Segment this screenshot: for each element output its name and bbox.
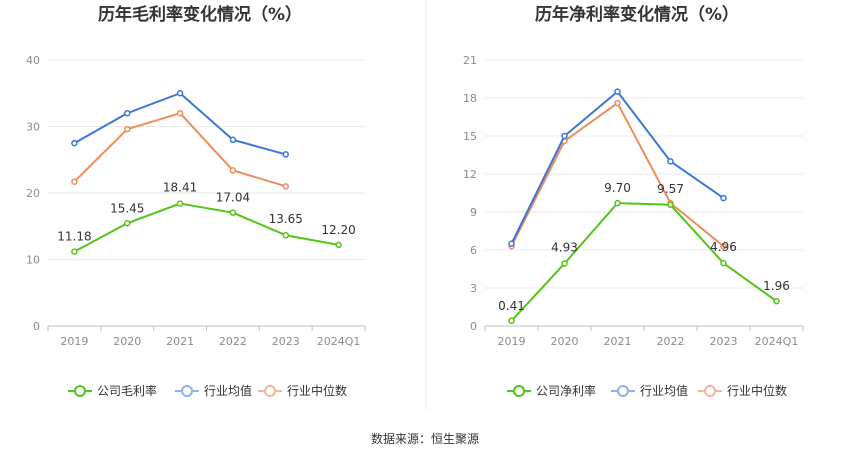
x-tick-label: 2020 bbox=[551, 335, 579, 348]
y-tick-label: 12 bbox=[463, 168, 477, 181]
data-point bbox=[282, 151, 289, 158]
data-point bbox=[720, 259, 727, 267]
x-tick-label: 2021 bbox=[166, 335, 194, 348]
y-tick-label: 0 bbox=[470, 320, 477, 333]
data-point bbox=[335, 241, 342, 249]
x-tick-label: 2021 bbox=[604, 335, 632, 348]
data-label: 4.96 bbox=[710, 240, 737, 254]
legend-swatch-marker bbox=[264, 385, 276, 397]
data-label: 15.45 bbox=[110, 201, 144, 215]
data-source-note: 数据来源：恒生聚源 bbox=[371, 431, 479, 446]
y-tick-label: 40 bbox=[26, 54, 40, 67]
data-point bbox=[71, 178, 78, 185]
y-tick-label: 18 bbox=[463, 92, 477, 105]
x-tick-label: 2022 bbox=[219, 335, 247, 348]
data-point bbox=[773, 297, 780, 305]
data-label: 11.18 bbox=[57, 230, 91, 244]
x-tick-label: 2024Q1 bbox=[317, 335, 361, 348]
data-point bbox=[176, 109, 184, 117]
data-point bbox=[614, 199, 621, 207]
data-point bbox=[71, 248, 78, 255]
y-tick-label: 3 bbox=[470, 282, 477, 295]
gross-margin-chart: 历年毛利率变化情况（%） 0 10 20 30 40 2019 2020 2021 2022 20… bbox=[26, 4, 366, 398]
legend-swatch-marker bbox=[74, 385, 86, 397]
x-tick-label: 2022 bbox=[657, 335, 685, 348]
data-point bbox=[229, 136, 237, 144]
data-point bbox=[124, 220, 131, 227]
data-point bbox=[614, 99, 621, 107]
data-point bbox=[124, 125, 131, 133]
y-tick-label: 15 bbox=[463, 130, 477, 143]
data-point bbox=[229, 209, 237, 216]
legend-swatch-marker bbox=[513, 385, 525, 397]
data-label: 12.20 bbox=[321, 223, 355, 237]
data-point bbox=[176, 90, 184, 97]
y-tick-label: 10 bbox=[26, 254, 40, 267]
legend-swatch-marker bbox=[181, 385, 193, 397]
data-point bbox=[124, 109, 131, 117]
x-tick-label: 2024Q1 bbox=[755, 335, 799, 348]
data-point bbox=[614, 88, 621, 95]
legend-label: 行业均值 bbox=[204, 383, 252, 398]
data-point bbox=[282, 231, 289, 239]
chart-title: 历年毛利率变化情况（%） bbox=[98, 4, 302, 25]
data-point bbox=[508, 317, 515, 325]
data-label: 4.93 bbox=[551, 241, 578, 255]
legend-label: 行业均值 bbox=[640, 383, 688, 398]
data-point bbox=[508, 240, 515, 247]
y-tick-label: 21 bbox=[463, 54, 477, 67]
series-line bbox=[73, 92, 287, 156]
data-label: 1.96 bbox=[763, 279, 790, 293]
y-tick-label: 0 bbox=[33, 320, 40, 333]
legend-swatch-marker bbox=[704, 385, 716, 397]
data-point bbox=[561, 260, 568, 267]
data-label: 17.04 bbox=[216, 191, 250, 205]
data-point bbox=[282, 183, 289, 190]
chart-title: 历年净利率变化情况（%） bbox=[535, 4, 739, 25]
y-tick-label: 6 bbox=[470, 244, 477, 257]
legend-label: 行业中位数 bbox=[727, 383, 787, 398]
x-tick-label: 2023 bbox=[272, 335, 300, 348]
data-point bbox=[667, 158, 674, 165]
data-point bbox=[176, 200, 184, 207]
x-tick-label: 2019 bbox=[498, 335, 526, 348]
data-point bbox=[667, 201, 674, 209]
x-tick-label: 2019 bbox=[60, 335, 88, 348]
data-label: 9.57 bbox=[657, 182, 684, 196]
data-label: 18.41 bbox=[163, 181, 197, 195]
data-label: 0.41 bbox=[498, 299, 525, 313]
legend-label: 公司毛利率 bbox=[97, 383, 157, 398]
data-point bbox=[720, 194, 727, 202]
y-tick-label: 30 bbox=[26, 121, 40, 134]
data-point bbox=[229, 167, 237, 174]
series-line bbox=[73, 202, 339, 253]
data-point bbox=[71, 139, 78, 147]
x-tick-label: 2023 bbox=[710, 335, 738, 348]
net-margin-chart: 历年净利率变化情况（%） 0 3 6 9 12 15 18 21 2019 2020 2021 202… bbox=[463, 4, 804, 398]
legend-label: 行业中位数 bbox=[287, 383, 347, 398]
data-point bbox=[720, 242, 727, 250]
legend-label: 公司净利率 bbox=[536, 383, 596, 398]
series-line bbox=[510, 102, 725, 247]
data-label: 9.70 bbox=[604, 181, 631, 195]
data-point bbox=[561, 132, 568, 140]
series-line bbox=[510, 202, 778, 322]
y-tick-label: 20 bbox=[26, 187, 40, 200]
y-tick-label: 9 bbox=[470, 206, 477, 219]
data-label: 13.65 bbox=[269, 212, 303, 226]
x-tick-label: 2020 bbox=[113, 335, 141, 348]
legend-swatch-marker bbox=[617, 385, 629, 397]
